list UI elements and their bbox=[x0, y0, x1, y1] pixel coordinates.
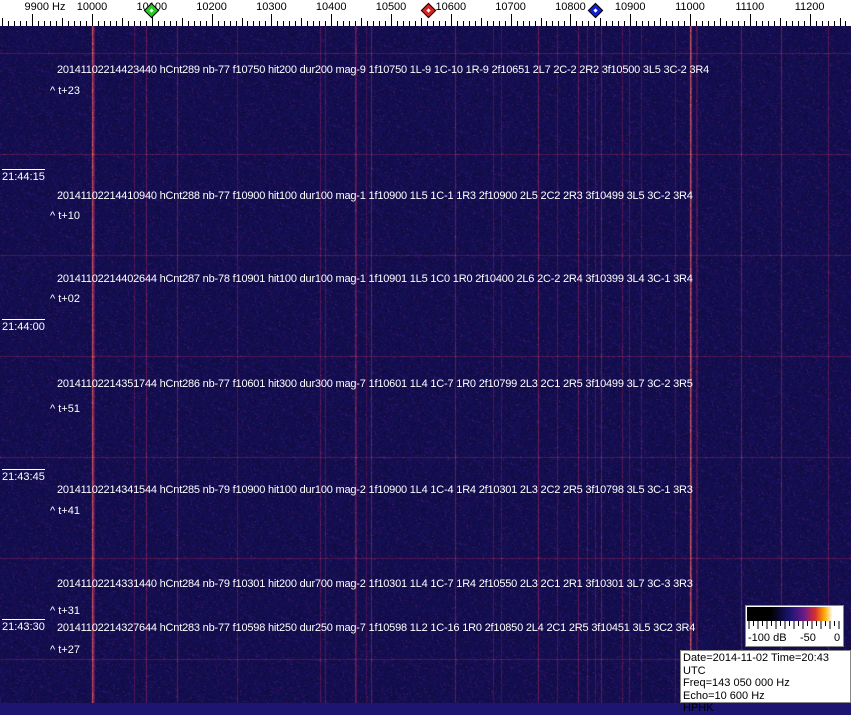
detection-line: 20141102214423440 hCnt289 nb-77 f10750 h… bbox=[57, 64, 710, 76]
time-label: 21:43:45 bbox=[2, 469, 45, 483]
ruler-label: 11200 bbox=[794, 1, 825, 13]
detection-line: 20141102214341544 hCnt285 nb-79 f10900 h… bbox=[57, 484, 693, 496]
color-scale-min: -100 dB bbox=[748, 632, 787, 644]
frequency-ruler: 9900 Hz100001010010200103001040010500106… bbox=[0, 0, 851, 26]
waterfall-spectrogram[interactable] bbox=[0, 26, 851, 703]
color-scale-max: 0 bbox=[834, 632, 841, 644]
ruler-label: 10700 bbox=[495, 1, 526, 13]
detection-line: 20141102214331440 hCnt284 nb-79 f10301 h… bbox=[57, 578, 693, 590]
color-scale-legend: -100 dB -50 0 bbox=[745, 605, 844, 647]
color-gradient bbox=[747, 607, 842, 621]
ruler-label: 10400 bbox=[315, 1, 347, 13]
info-date-time: Date=2014-11-02 Time=20:43 UTC bbox=[683, 652, 829, 677]
ruler-label: 11000 bbox=[675, 1, 705, 13]
time-label: 21:43:30 bbox=[2, 619, 45, 633]
ruler-label: 11100 bbox=[735, 1, 765, 13]
ruler-label: 10800 bbox=[555, 1, 586, 13]
detection-delta: ^ t+51 bbox=[50, 403, 80, 415]
detection-delta: ^ t+27 bbox=[50, 644, 80, 656]
detection-line: 20141102214351744 hCnt286 nb-77 f10601 h… bbox=[57, 378, 693, 390]
detection-delta: ^ t+23 bbox=[50, 85, 80, 97]
ruler-label: 10300 bbox=[256, 1, 287, 13]
ruler-label: 10500 bbox=[375, 1, 407, 13]
info-panel: Date=2014-11-02 Time=20:43 UTC Freq=143 … bbox=[680, 650, 851, 714]
color-scale-mid: -50 bbox=[800, 632, 816, 644]
info-station: HPHK bbox=[683, 702, 714, 714]
ruler-label: 10600 bbox=[435, 1, 467, 13]
detection-line: 20141102214402644 hCnt287 nb-78 f10901 h… bbox=[57, 273, 693, 285]
detection-delta: ^ t+02 bbox=[50, 293, 80, 305]
ruler-label: 9900 Hz bbox=[24, 1, 66, 13]
detection-line: 20141102214410940 hCnt288 nb-77 f10900 h… bbox=[57, 190, 693, 202]
time-label: 21:44:15 bbox=[2, 169, 45, 183]
info-frequency: Freq=143 050 000 Hz bbox=[683, 677, 790, 689]
time-label: 21:44:00 bbox=[2, 319, 45, 333]
ruler-label: 10200 bbox=[196, 1, 227, 13]
ruler-ticks bbox=[2, 14, 846, 26]
detection-delta: ^ t+31 bbox=[50, 605, 80, 617]
color-scale-ticks bbox=[748, 621, 840, 629]
detection-delta: ^ t+41 bbox=[50, 505, 80, 517]
ruler-label: 10900 bbox=[614, 1, 646, 13]
info-echo: Echo=10 600 Hz bbox=[683, 689, 765, 702]
detection-delta: ^ t+10 bbox=[50, 210, 80, 222]
ruler-label: 10000 bbox=[76, 1, 108, 13]
detection-line: 20141102214327644 hCnt283 nb-77 f10598 h… bbox=[57, 622, 696, 634]
